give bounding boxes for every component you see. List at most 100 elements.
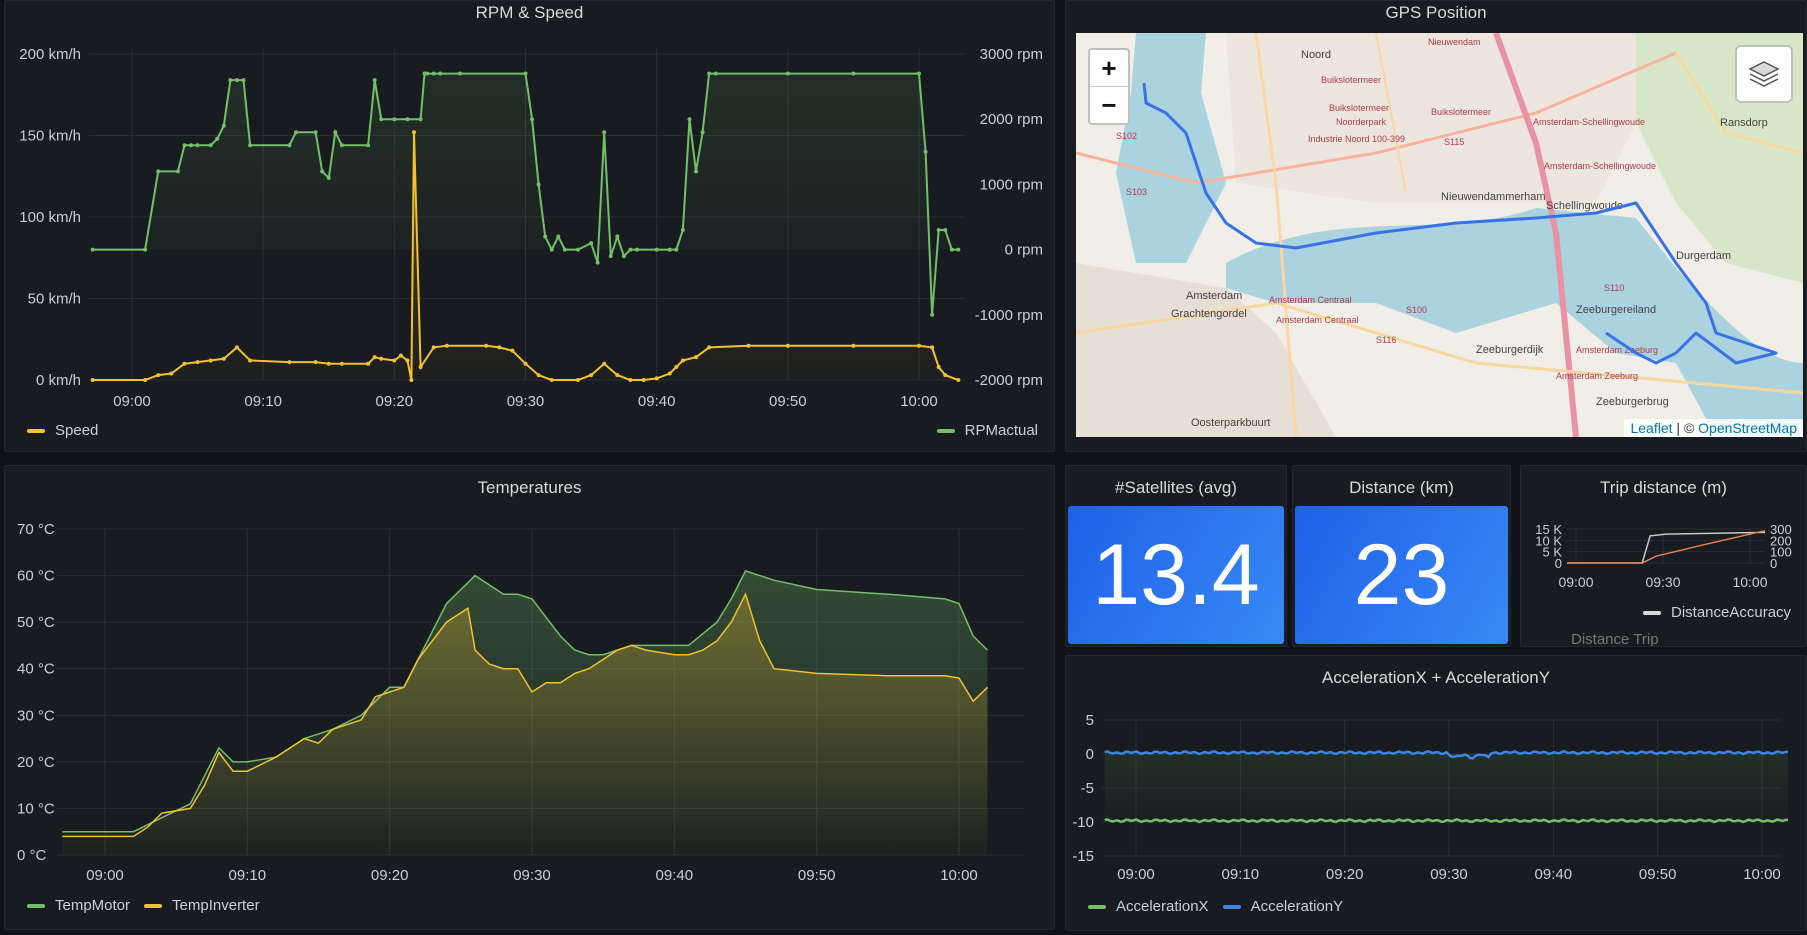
data-point bbox=[313, 130, 318, 135]
data-point bbox=[549, 378, 554, 382]
y-right-tick-label: 100 bbox=[1770, 545, 1792, 560]
x-tick-label: 09:30 bbox=[513, 867, 551, 884]
legend-speed[interactable]: Speed bbox=[27, 422, 98, 439]
map-place-label: Ransdorp bbox=[1720, 117, 1768, 129]
trip-legend-accuracy[interactable]: DistanceAccuracy bbox=[1643, 604, 1791, 621]
data-point bbox=[189, 143, 194, 148]
temps-legend: TempMotor TempInverter bbox=[27, 897, 260, 914]
map-view[interactable]: Noord Nieuwendam Buikslotermeer Buiksloterm… bbox=[1076, 33, 1803, 437]
x-tick-label: 10:00 bbox=[940, 867, 978, 884]
data-point bbox=[687, 117, 692, 122]
data-point bbox=[248, 143, 253, 148]
x-tick-label: 09:40 bbox=[656, 867, 694, 884]
satellites-value: 13.4 bbox=[1068, 506, 1284, 644]
data-point bbox=[707, 71, 712, 76]
map-tiles[interactable]: Noord Nieuwendam Buikslotermeer Buiksloterm… bbox=[1076, 33, 1803, 437]
map-place-label: Zeeburgereiland bbox=[1576, 304, 1656, 316]
data-point bbox=[785, 343, 790, 348]
osm-link[interactable]: OpenStreetMap bbox=[1698, 420, 1797, 436]
data-point bbox=[785, 71, 790, 76]
x-tick-label: 09:20 bbox=[371, 867, 409, 884]
zoom-out-button[interactable]: − bbox=[1090, 86, 1128, 123]
data-point bbox=[694, 169, 699, 174]
y-tick-label: 70 °C bbox=[17, 521, 55, 538]
data-point bbox=[228, 78, 233, 83]
y-tick-label: 20 °C bbox=[17, 754, 55, 771]
legend-rpm[interactable]: RPMactual bbox=[936, 422, 1038, 439]
temperatures-chart[interactable]: 09:00 09:10 09:20 09:30 09:40 09:50 10:00 70 °C… bbox=[5, 466, 1055, 896]
data-point bbox=[234, 78, 239, 83]
panel-title: AccelerationX + AccelerationY bbox=[1321, 668, 1551, 687]
data-point bbox=[221, 123, 226, 128]
layers-icon bbox=[1748, 61, 1780, 87]
data-point bbox=[287, 143, 292, 148]
data-point bbox=[182, 361, 187, 366]
accel-legend: AccelerationX AccelerationY bbox=[1088, 898, 1343, 915]
y-left-tick-label: 150 km/h bbox=[19, 128, 81, 145]
map-road bbox=[1493, 33, 1579, 437]
y-tick-label: -15 bbox=[1072, 848, 1094, 865]
data-point bbox=[608, 254, 613, 259]
data-point bbox=[621, 254, 626, 259]
zoom-in-button[interactable]: + bbox=[1101, 52, 1117, 83]
map-place-label: Amsterdam Zeeburg bbox=[1576, 345, 1658, 355]
map-road bbox=[1254, 33, 1298, 437]
data-point bbox=[917, 343, 921, 348]
data-point bbox=[497, 345, 502, 350]
data-point bbox=[523, 361, 528, 366]
data-point bbox=[713, 71, 718, 76]
y-left-tick-label: 5 K bbox=[1542, 545, 1562, 560]
data-point bbox=[936, 228, 941, 233]
gps-panel: GPS Position Noord Nieuwendam Buiksloterme… bbox=[1065, 0, 1807, 452]
panel-title: GPS Position bbox=[1385, 3, 1487, 22]
legend-swatch bbox=[144, 904, 163, 909]
y-right-tick-label: 0 rpm bbox=[1005, 242, 1043, 259]
data-point bbox=[510, 348, 515, 353]
data-point bbox=[398, 353, 403, 358]
data-point bbox=[575, 247, 580, 252]
legend-item-accelerationy[interactable]: AccelerationY bbox=[1222, 898, 1343, 915]
data-point bbox=[589, 241, 594, 246]
trip-legend-cut[interactable]: Distance Trip bbox=[1571, 631, 1659, 647]
data-point bbox=[438, 71, 443, 76]
map-place-label: Nieuwendammerham bbox=[1441, 191, 1546, 203]
data-point bbox=[602, 130, 607, 135]
data-point bbox=[549, 247, 554, 252]
data-point bbox=[182, 143, 187, 148]
y-tick-label: 10 °C bbox=[17, 800, 55, 817]
acceleration-chart[interactable]: 09:00 09:10 09:20 09:30 09:40 09:50 10:00 5 0 -5 -… bbox=[1066, 656, 1807, 896]
data-point bbox=[694, 355, 699, 360]
legend-label: RPMactual bbox=[964, 422, 1038, 439]
legend-item-accelerationx[interactable]: AccelerationX bbox=[1088, 898, 1209, 915]
data-point bbox=[575, 378, 580, 382]
x-tick-label: 09:00 bbox=[1117, 866, 1155, 883]
gps-track bbox=[1142, 82, 1778, 365]
legend-swatch bbox=[1088, 905, 1106, 910]
y-right-tick-label: 1000 rpm bbox=[980, 176, 1043, 193]
x-tick-label: 10:00 bbox=[900, 393, 938, 410]
y-tick-label: 40 °C bbox=[17, 661, 55, 678]
legend-label: Distance Trip bbox=[1571, 631, 1659, 647]
leaflet-link[interactable]: Leaflet bbox=[1630, 420, 1673, 436]
legend-label: AccelerationX bbox=[1116, 898, 1209, 915]
data-point bbox=[589, 373, 594, 378]
data-point bbox=[195, 143, 200, 148]
map-place-label: Durgerdam bbox=[1676, 250, 1731, 262]
data-point bbox=[628, 247, 633, 252]
x-tick-label: 09:00 bbox=[1558, 574, 1593, 590]
data-point bbox=[241, 78, 246, 83]
data-point bbox=[562, 247, 567, 252]
rpm-speed-chart[interactable]: 09:00 09:10 09:20 09:30 09:40 09:50 10:00 200 k… bbox=[5, 1, 1055, 421]
layers-button[interactable] bbox=[1735, 45, 1793, 103]
map-place-label: S103 bbox=[1126, 187, 1147, 197]
map-place-label: S102 bbox=[1116, 131, 1137, 141]
legend-item-tempinverter[interactable]: TempInverter bbox=[144, 897, 260, 914]
data-point bbox=[333, 130, 338, 135]
data-point bbox=[556, 234, 561, 239]
series-line-tempinverter bbox=[62, 592, 989, 838]
legend-item-tempmotor[interactable]: TempMotor bbox=[27, 897, 130, 914]
data-point bbox=[379, 117, 384, 122]
map-place-label: Amsterdam Centraal bbox=[1269, 295, 1352, 305]
data-point bbox=[320, 169, 325, 174]
